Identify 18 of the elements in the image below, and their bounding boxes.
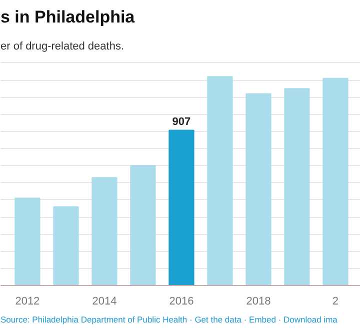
bar (207, 76, 233, 286)
x-tick-label: 2 (332, 296, 339, 308)
x-tick-label: 2018 (246, 296, 271, 308)
x-tick-label: 2012 (15, 296, 40, 308)
bar (168, 130, 194, 286)
bar (130, 165, 156, 286)
source-note: Source: Philadelphia Department of Public Health · Get the data · Embed · Download ima (0, 314, 338, 324)
x-tick-label: 2014 (92, 296, 117, 308)
bar (92, 177, 118, 286)
chart-title: s in Philadelphia (0, 8, 136, 26)
chart-subtitle: er of drug-related deaths. (0, 40, 124, 52)
bar (14, 198, 40, 286)
bar (246, 93, 272, 286)
x-tick-label: 2016 (169, 296, 194, 308)
bar (322, 78, 348, 286)
bar (284, 88, 310, 286)
data-label: 907 (172, 116, 191, 128)
bar (53, 206, 79, 286)
